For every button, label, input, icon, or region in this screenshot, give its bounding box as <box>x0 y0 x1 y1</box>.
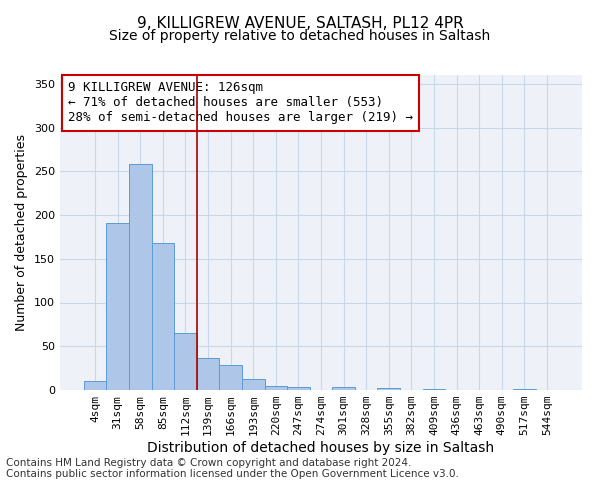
Bar <box>197 358 220 390</box>
Bar <box>377 388 400 390</box>
Bar <box>129 164 152 390</box>
Bar <box>513 389 536 390</box>
Bar <box>220 364 242 390</box>
Text: 9 KILLIGREW AVENUE: 126sqm
← 71% of detached houses are smaller (553)
28% of sem: 9 KILLIGREW AVENUE: 126sqm ← 71% of deta… <box>68 82 413 124</box>
Bar <box>265 386 287 390</box>
Bar <box>242 378 265 390</box>
Bar <box>287 388 310 390</box>
Text: Size of property relative to detached houses in Saltash: Size of property relative to detached ho… <box>109 29 491 43</box>
X-axis label: Distribution of detached houses by size in Saltash: Distribution of detached houses by size … <box>148 441 494 455</box>
Text: 9, KILLIGREW AVENUE, SALTASH, PL12 4PR: 9, KILLIGREW AVENUE, SALTASH, PL12 4PR <box>137 16 463 32</box>
Bar <box>174 333 197 390</box>
Y-axis label: Number of detached properties: Number of detached properties <box>16 134 28 331</box>
Bar <box>84 381 106 390</box>
Bar <box>106 223 129 390</box>
Text: Contains HM Land Registry data © Crown copyright and database right 2024.
Contai: Contains HM Land Registry data © Crown c… <box>6 458 459 479</box>
Bar <box>152 243 174 390</box>
Bar <box>332 388 355 390</box>
Bar <box>422 389 445 390</box>
